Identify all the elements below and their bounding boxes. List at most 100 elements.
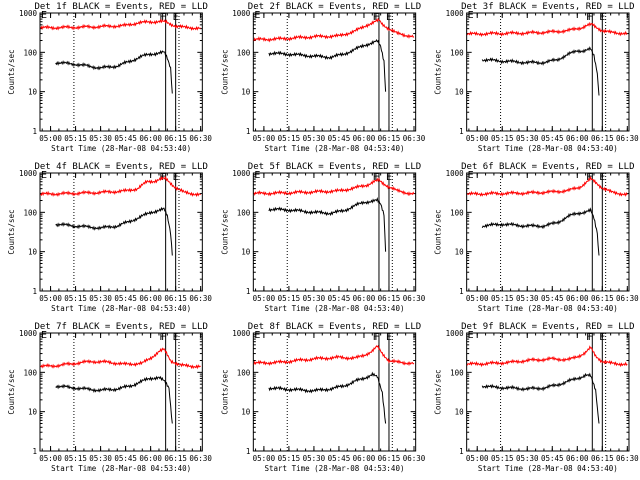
corner-marker: E	[41, 170, 47, 181]
y-tick-label: 1000	[446, 169, 465, 178]
events-series-line	[55, 206, 173, 256]
x-tick-label: 05:30	[89, 134, 112, 143]
chart-panel: Det 4f BLACK = Events, RED = LLD 1 10 100 10…	[7, 162, 212, 313]
corner-marker: E	[254, 330, 260, 341]
time-marker-label: F	[373, 12, 379, 23]
x-tick-label: 06:00	[353, 294, 376, 303]
x-tick-label: 06:30	[616, 294, 639, 303]
plot-frame	[466, 172, 630, 292]
x-tick-label: 06:30	[189, 454, 212, 463]
y-tick-label: 1	[246, 447, 251, 456]
x-tick-label: 06:15	[378, 454, 401, 463]
x-tick-label: 06:15	[378, 134, 401, 143]
lld-series-line	[40, 347, 201, 370]
time-marker-label: F	[586, 12, 592, 23]
y-axis-label: Counts/sec	[220, 209, 229, 254]
x-tick-label: 05:00	[39, 454, 62, 463]
y-tick-label: 1	[32, 287, 37, 296]
chart-panel: Det 9f BLACK = Events, RED = LLD 1 10 100 10…	[434, 322, 639, 473]
x-tick-label: 05:15	[278, 134, 301, 143]
chart-title: Det 8f BLACK = Events, RED = LLD	[248, 322, 421, 332]
x-tick-label: 06:15	[591, 454, 614, 463]
x-tick-label: 06:30	[616, 134, 639, 143]
chart-panel: Det 7f BLACK = Events, RED = LLD 1 10 100 10…	[7, 322, 212, 473]
y-tick-label: 100	[23, 208, 37, 217]
time-marker-label: F	[586, 332, 592, 343]
x-tick-label: 06:00	[353, 454, 376, 463]
y-tick-label: 1	[459, 287, 464, 296]
x-tick-label: 05:00	[466, 294, 489, 303]
y-tick-label: 100	[450, 208, 464, 217]
x-tick-label: 06:15	[164, 294, 187, 303]
x-tick-label: 05:00	[253, 134, 276, 143]
plot-frame	[39, 172, 203, 292]
chart-title: Det 4f BLACK = Events, RED = LLD	[34, 162, 207, 172]
x-axis-label: Start Time (28-Mar-08 04:53:40)	[51, 144, 191, 153]
x-tick-label: 05:45	[541, 134, 564, 143]
events-series-line	[55, 375, 173, 424]
y-axis-label: Counts/sec	[7, 49, 16, 94]
chart-title: Det 6f BLACK = Events, RED = LLD	[461, 162, 634, 172]
y-tick-label: 100	[237, 368, 251, 377]
time-marker-label: E	[386, 172, 392, 183]
lld-series-line	[466, 345, 628, 368]
corner-marker: E	[41, 330, 47, 341]
x-tick-label: 05:30	[516, 294, 539, 303]
x-tick-label: 05:45	[541, 454, 564, 463]
y-axis-label: Counts/sec	[220, 49, 229, 94]
x-tick-label: 05:00	[466, 454, 489, 463]
time-marker-label: F	[159, 332, 165, 343]
y-tick-label: 1000	[232, 9, 251, 18]
x-tick-label: 06:00	[566, 454, 589, 463]
plot-frame	[39, 332, 203, 452]
x-tick-label: 05:00	[39, 294, 62, 303]
events-series-line	[268, 371, 387, 424]
events-series-line	[55, 49, 173, 94]
plot-frame	[252, 172, 417, 292]
x-tick-label: 05:30	[89, 294, 112, 303]
x-tick-label: 06:30	[189, 134, 212, 143]
time-marker-label: F	[373, 332, 379, 343]
x-axis-label: Start Time (28-Mar-08 04:53:40)	[478, 144, 618, 153]
lld-series-line	[253, 344, 415, 367]
x-axis-label: Start Time (28-Mar-08 04:53:40)	[51, 464, 191, 473]
x-tick-label: 06:00	[353, 134, 376, 143]
x-axis-label: Start Time (28-Mar-08 04:53:40)	[265, 464, 405, 473]
y-tick-label: 10	[241, 88, 251, 97]
y-tick-label: 10	[455, 248, 465, 257]
x-tick-label: 05:45	[541, 294, 564, 303]
time-marker-label: E	[386, 12, 392, 23]
x-tick-label: 05:30	[516, 134, 539, 143]
x-tick-label: 05:00	[39, 134, 62, 143]
x-tick-label: 05:15	[64, 454, 87, 463]
y-axis-label: Counts/sec	[434, 369, 443, 414]
lld-series-line	[40, 175, 201, 198]
x-tick-label: 06:30	[189, 294, 212, 303]
x-tick-label: 05:30	[89, 454, 112, 463]
time-marker-label: F	[374, 332, 380, 343]
x-tick-label: 06:30	[403, 454, 426, 463]
corner-marker: E	[41, 10, 47, 21]
x-tick-label: 06:00	[566, 294, 589, 303]
y-tick-label: 100	[450, 368, 464, 377]
y-tick-label: 1	[32, 127, 37, 136]
corner-marker: E	[468, 10, 474, 21]
events-series-line	[268, 196, 387, 252]
y-tick-label: 1	[32, 447, 37, 456]
lld-series-line	[253, 17, 415, 43]
y-tick-label: 10	[455, 88, 465, 97]
chart-title: Det 9f BLACK = Events, RED = LLD	[461, 322, 634, 332]
x-tick-label: 05:15	[491, 454, 514, 463]
x-tick-label: 05:45	[114, 294, 137, 303]
time-marker-label: F	[159, 172, 165, 183]
time-marker-label: F	[588, 332, 594, 343]
x-tick-label: 05:30	[303, 454, 326, 463]
corner-marker: E	[254, 10, 260, 21]
x-tick-label: 05:00	[253, 294, 276, 303]
x-axis-label: Start Time (28-Mar-08 04:53:40)	[265, 304, 405, 313]
x-axis-label: Start Time (28-Mar-08 04:53:40)	[478, 464, 618, 473]
x-axis-label: Start Time (28-Mar-08 04:53:40)	[51, 304, 191, 313]
chart-title: Det 7f BLACK = Events, RED = LLD	[34, 322, 207, 332]
time-marker-label: F	[373, 172, 379, 183]
y-axis-label: Counts/sec	[7, 209, 16, 254]
